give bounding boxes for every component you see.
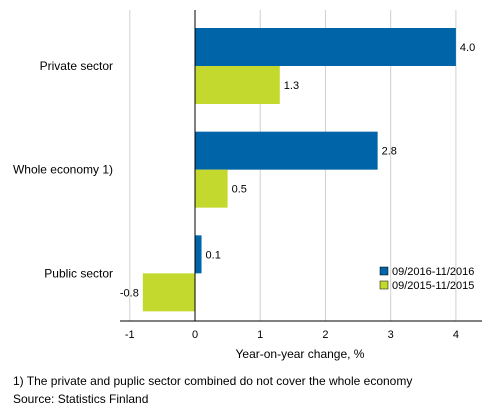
category-label: Public sector xyxy=(44,266,113,280)
data-label: 2.8 xyxy=(382,146,397,158)
bar xyxy=(195,28,456,66)
bar-chart: 4.0 1.3 2.8 0.5 0.1 -0.8 Private sector Whole … xyxy=(13,10,482,361)
x-tick-label: 4 xyxy=(453,329,459,341)
legend-label: 09/2015-11/2015 xyxy=(392,280,474,292)
data-label: 0.1 xyxy=(206,249,221,261)
legend-swatch xyxy=(379,266,389,276)
legend-label: 09/2016-11/2016 xyxy=(392,266,474,278)
data-label: -0.8 xyxy=(120,287,139,299)
x-tick-label: 3 xyxy=(388,329,394,341)
legend-swatch xyxy=(379,280,389,290)
bar xyxy=(195,169,228,208)
category-labels: Private sector Whole economy 1) Public sec… xyxy=(13,59,113,280)
bars xyxy=(142,28,456,312)
bar xyxy=(195,235,202,274)
value-labels: 4.0 1.3 2.8 0.5 0.1 -0.8 xyxy=(120,42,475,299)
source-note: Source: Statistics Finland xyxy=(13,392,149,406)
x-tick-label: -1 xyxy=(125,329,135,341)
data-label: 0.5 xyxy=(232,184,247,196)
bar xyxy=(195,66,280,104)
bar xyxy=(195,131,378,170)
legend: 09/2016-11/2016 09/2015-11/2015 xyxy=(379,266,474,292)
x-tick-labels: -1 0 1 2 3 4 xyxy=(125,329,459,341)
category-label: Private sector xyxy=(40,59,113,73)
data-label: 1.3 xyxy=(284,80,299,92)
x-tick-label: 2 xyxy=(322,329,328,341)
category-label: Whole economy 1) xyxy=(13,163,113,177)
footnote: 1) The private and puplic sector combine… xyxy=(13,374,413,388)
x-tick-label: 0 xyxy=(192,329,198,341)
x-tick-label: 1 xyxy=(257,329,263,341)
x-axis-label: Year-on-year change, % xyxy=(236,347,365,361)
data-label: 4.0 xyxy=(460,42,475,54)
bar xyxy=(142,273,196,312)
axes xyxy=(120,10,482,322)
